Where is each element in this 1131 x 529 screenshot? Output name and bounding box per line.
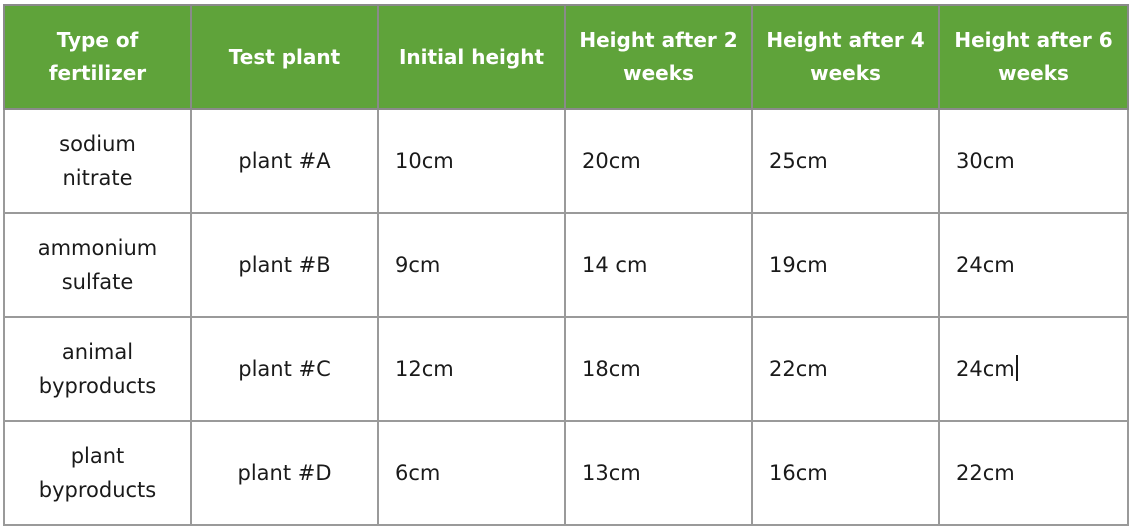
cell-initial-height[interactable]: 9cm (377, 212, 566, 318)
table-row: animal byproducts plant #C 12cm 18cm 22c… (3, 316, 1129, 422)
header-test-plant: Test plant (190, 4, 379, 110)
table-row: plant byproducts plant #D 6cm 13cm 16cm … (3, 420, 1129, 526)
cell-height-6-weeks-active[interactable]: 24cm (938, 316, 1129, 422)
header-row: Type of fertilizer Test plant Initial he… (3, 4, 1129, 110)
header-height-2-weeks: Height after 2 weeks (564, 4, 753, 110)
cell-height-2-weeks[interactable]: 20cm (564, 108, 753, 214)
cell-test-plant[interactable]: plant #B (190, 212, 379, 318)
cell-value: 24cm (956, 357, 1015, 381)
fertilizer-growth-table: Type of fertilizer Test plant Initial he… (3, 4, 1129, 526)
cell-fertilizer-type[interactable]: ammonium sulfate (3, 212, 192, 318)
cell-initial-height[interactable]: 6cm (377, 420, 566, 526)
header-height-4-weeks: Height after 4 weeks (751, 4, 940, 110)
fertilizer-table-container: Type of fertilizer Test plant Initial he… (3, 4, 1129, 526)
cell-test-plant[interactable]: plant #A (190, 108, 379, 214)
cell-test-plant[interactable]: plant #D (190, 420, 379, 526)
cell-initial-height[interactable]: 12cm (377, 316, 566, 422)
header-initial-height: Initial height (377, 4, 566, 110)
cell-height-4-weeks[interactable]: 19cm (751, 212, 940, 318)
cell-initial-height[interactable]: 10cm (377, 108, 566, 214)
table-row: sodium nitrate plant #A 10cm 20cm 25cm 3… (3, 108, 1129, 214)
cell-test-plant[interactable]: plant #C (190, 316, 379, 422)
cell-fertilizer-type[interactable]: plant byproducts (3, 420, 192, 526)
header-fertilizer-type: Type of fertilizer (3, 4, 192, 110)
cell-height-6-weeks[interactable]: 30cm (938, 108, 1129, 214)
cell-height-4-weeks[interactable]: 16cm (751, 420, 940, 526)
cell-height-6-weeks[interactable]: 22cm (938, 420, 1129, 526)
cell-height-4-weeks[interactable]: 22cm (751, 316, 940, 422)
header-height-6-weeks: Height after 6 weeks (938, 4, 1129, 110)
cell-fertilizer-type[interactable]: animal byproducts (3, 316, 192, 422)
cell-height-2-weeks[interactable]: 18cm (564, 316, 753, 422)
cell-height-4-weeks[interactable]: 25cm (751, 108, 940, 214)
table-row: ammonium sulfate plant #B 9cm 14 cm 19cm… (3, 212, 1129, 318)
text-cursor (1015, 355, 1018, 381)
cell-height-2-weeks[interactable]: 14 cm (564, 212, 753, 318)
cell-fertilizer-type[interactable]: sodium nitrate (3, 108, 192, 214)
cell-height-2-weeks[interactable]: 13cm (564, 420, 753, 526)
cell-height-6-weeks[interactable]: 24cm (938, 212, 1129, 318)
